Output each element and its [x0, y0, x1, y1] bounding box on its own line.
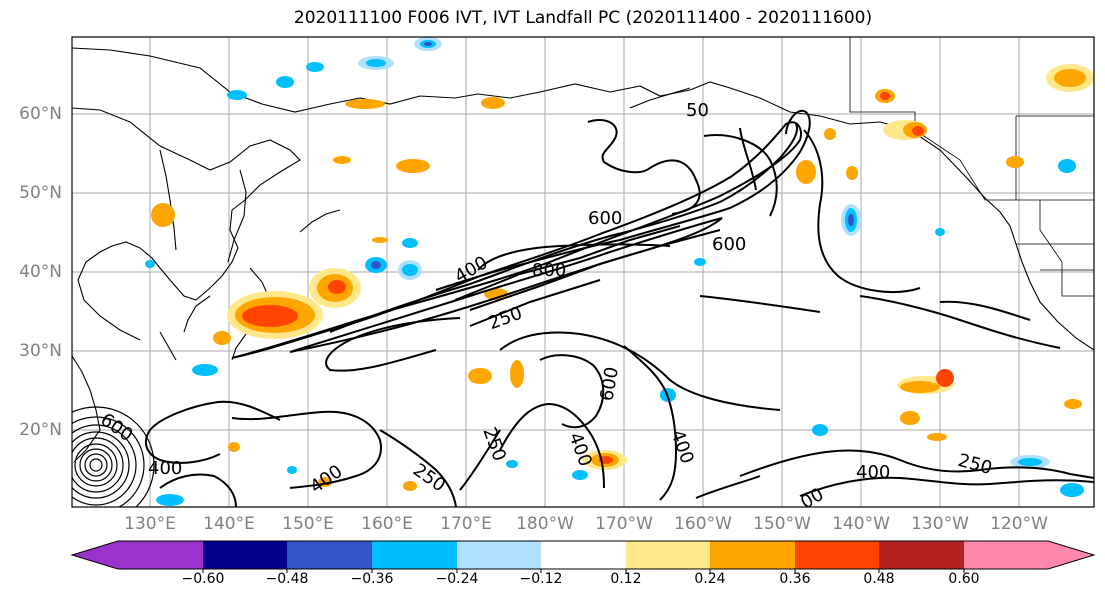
- negative-anomaly-patches: [145, 37, 1084, 506]
- longitude-label: 150°E: [282, 514, 334, 534]
- contour-label: 600: [712, 234, 746, 255]
- contour-label: 800: [532, 260, 566, 281]
- colorbar-segment: [457, 541, 541, 569]
- longitude-label: 170°E: [440, 514, 492, 534]
- ivt-contours: [144, 109, 1094, 507]
- latitude-label: 50°N: [19, 183, 62, 203]
- colorbar-segment: [626, 541, 710, 569]
- colorbar-tick-label: 0.60: [948, 571, 980, 587]
- colorbar-segment: [203, 541, 287, 569]
- longitude-label: 150°W: [753, 514, 811, 534]
- colorbar-tick-label: 0.12: [610, 571, 642, 587]
- contour-label: 400: [148, 458, 182, 479]
- longitude-label: 160°E: [361, 514, 413, 534]
- latitude-label: 40°N: [19, 262, 62, 282]
- graticule: [72, 37, 1094, 507]
- colorbar-outline: [70, 540, 1096, 570]
- map-title: 2020111100 F006 IVT, IVT Landfall PC (20…: [293, 8, 873, 28]
- colorbar-tick-label: −0.48: [265, 571, 309, 587]
- colorbar-extend-max: [1048, 541, 1094, 569]
- longitude-label: 120°W: [990, 514, 1048, 534]
- longitude-label: 170°W: [595, 514, 653, 534]
- colorbar-segment: [541, 541, 626, 569]
- longitude-label: 140°W: [832, 514, 890, 534]
- latitude-label: 60°N: [19, 104, 62, 124]
- colorbar-segment: [795, 541, 879, 569]
- colorbar-segment: [287, 541, 372, 569]
- map-frame: [71, 36, 1095, 508]
- coastlines: [72, 47, 1094, 463]
- colorbar-tick-label: −0.36: [350, 571, 394, 587]
- longitude-label: 180°W: [516, 514, 574, 534]
- longitude-label: 130°W: [911, 514, 969, 534]
- typhoon-contours: [72, 406, 155, 507]
- longitude-label: 140°E: [203, 514, 255, 534]
- colorbar-segment: [710, 541, 795, 569]
- colorbar-segment: [372, 541, 457, 569]
- colorbar-tick-label: −0.24: [435, 571, 479, 587]
- colorbar-tick-label: 0.48: [863, 571, 895, 587]
- colorbar-extend-min: [72, 541, 118, 569]
- longitude-label: 130°E: [124, 514, 176, 534]
- latitude-label: 30°N: [19, 341, 62, 361]
- colorbar-segment: [118, 541, 203, 569]
- colorbar-tick-label: −0.60: [181, 571, 225, 587]
- colorbar-tick-label: 0.36: [779, 571, 811, 587]
- contour-label: 600: [588, 208, 622, 229]
- contour-label: 50: [686, 100, 709, 121]
- colorbar-segment: [964, 541, 1048, 569]
- contour-label: 400: [856, 462, 890, 483]
- colorbar-tick-label: 0.24: [694, 571, 726, 587]
- colorbar-tick-label: −0.12: [519, 571, 563, 587]
- colorbar: [70, 540, 1096, 573]
- contour-labels: 50 600 600 400 800 250 600 250 400 400 6…: [96, 100, 994, 507]
- positive-anomaly-patches: [151, 64, 1094, 491]
- longitude-label: 160°W: [674, 514, 732, 534]
- colorbar-segment: [879, 541, 964, 569]
- latitude-label: 20°N: [19, 420, 62, 440]
